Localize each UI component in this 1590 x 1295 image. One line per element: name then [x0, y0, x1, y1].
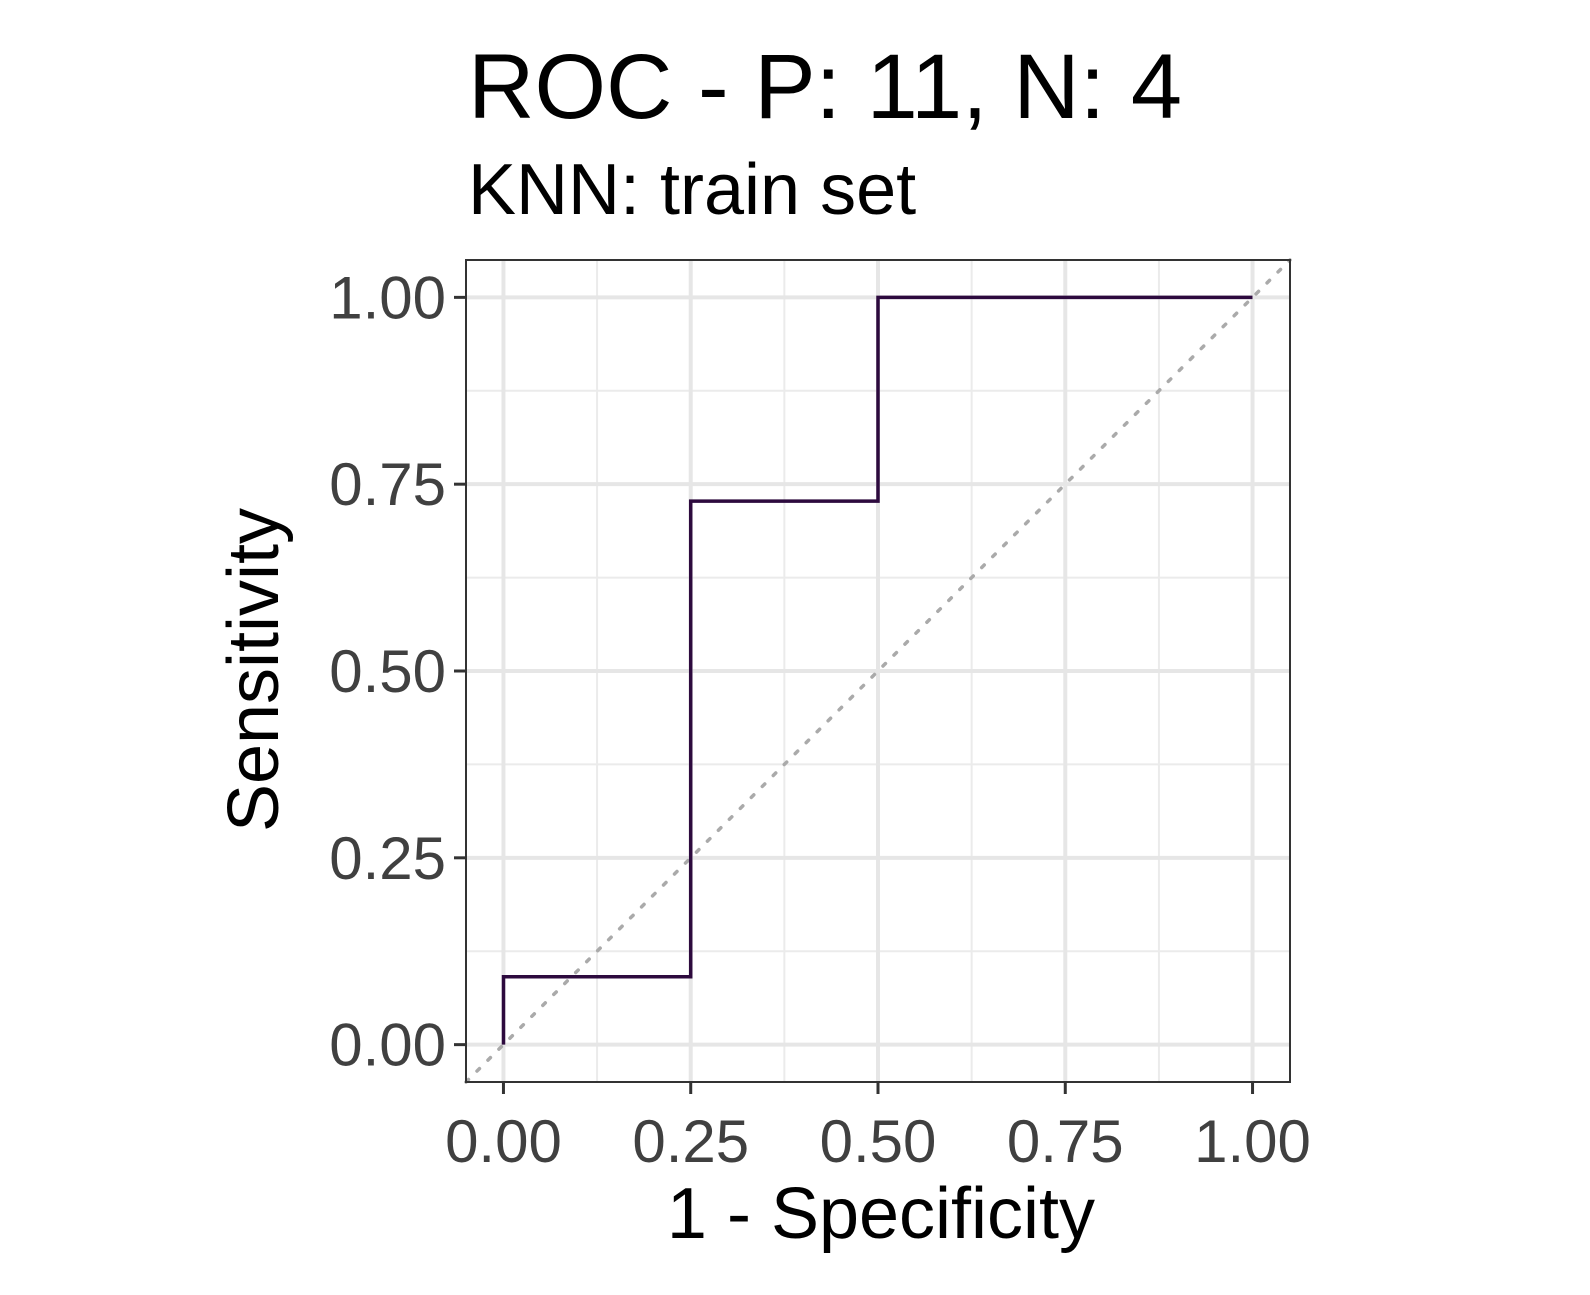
y-tick-label: 0.25	[329, 825, 446, 892]
y-tick-label: 0.00	[329, 1012, 446, 1079]
chart-title: ROC - P: 11, N: 4	[468, 36, 1182, 138]
y-tick-label: 1.00	[329, 264, 446, 331]
axis-ticks: 0.00 0.25 0.50 0.75 1.00 0.00 0.25 0.50 0.75 1.00	[329, 264, 1311, 1175]
x-tick-label: 0.25	[632, 1108, 749, 1175]
x-tick-label: 0.00	[445, 1108, 562, 1175]
y-tick-label: 0.50	[329, 638, 446, 705]
y-tick-label: 0.75	[329, 451, 446, 518]
x-tick-label: 0.75	[1007, 1108, 1124, 1175]
roc-curve-line	[501, 295, 1253, 1045]
x-tick-label: 0.50	[820, 1108, 937, 1175]
x-tick-label: 1.00	[1194, 1108, 1311, 1175]
y-axis-title: Sensitivity	[214, 508, 294, 832]
x-axis-title: 1 - Specificity	[667, 1174, 1095, 1254]
chart-subtitle: KNN: train set	[468, 150, 916, 230]
roc-series	[501, 295, 1253, 1045]
